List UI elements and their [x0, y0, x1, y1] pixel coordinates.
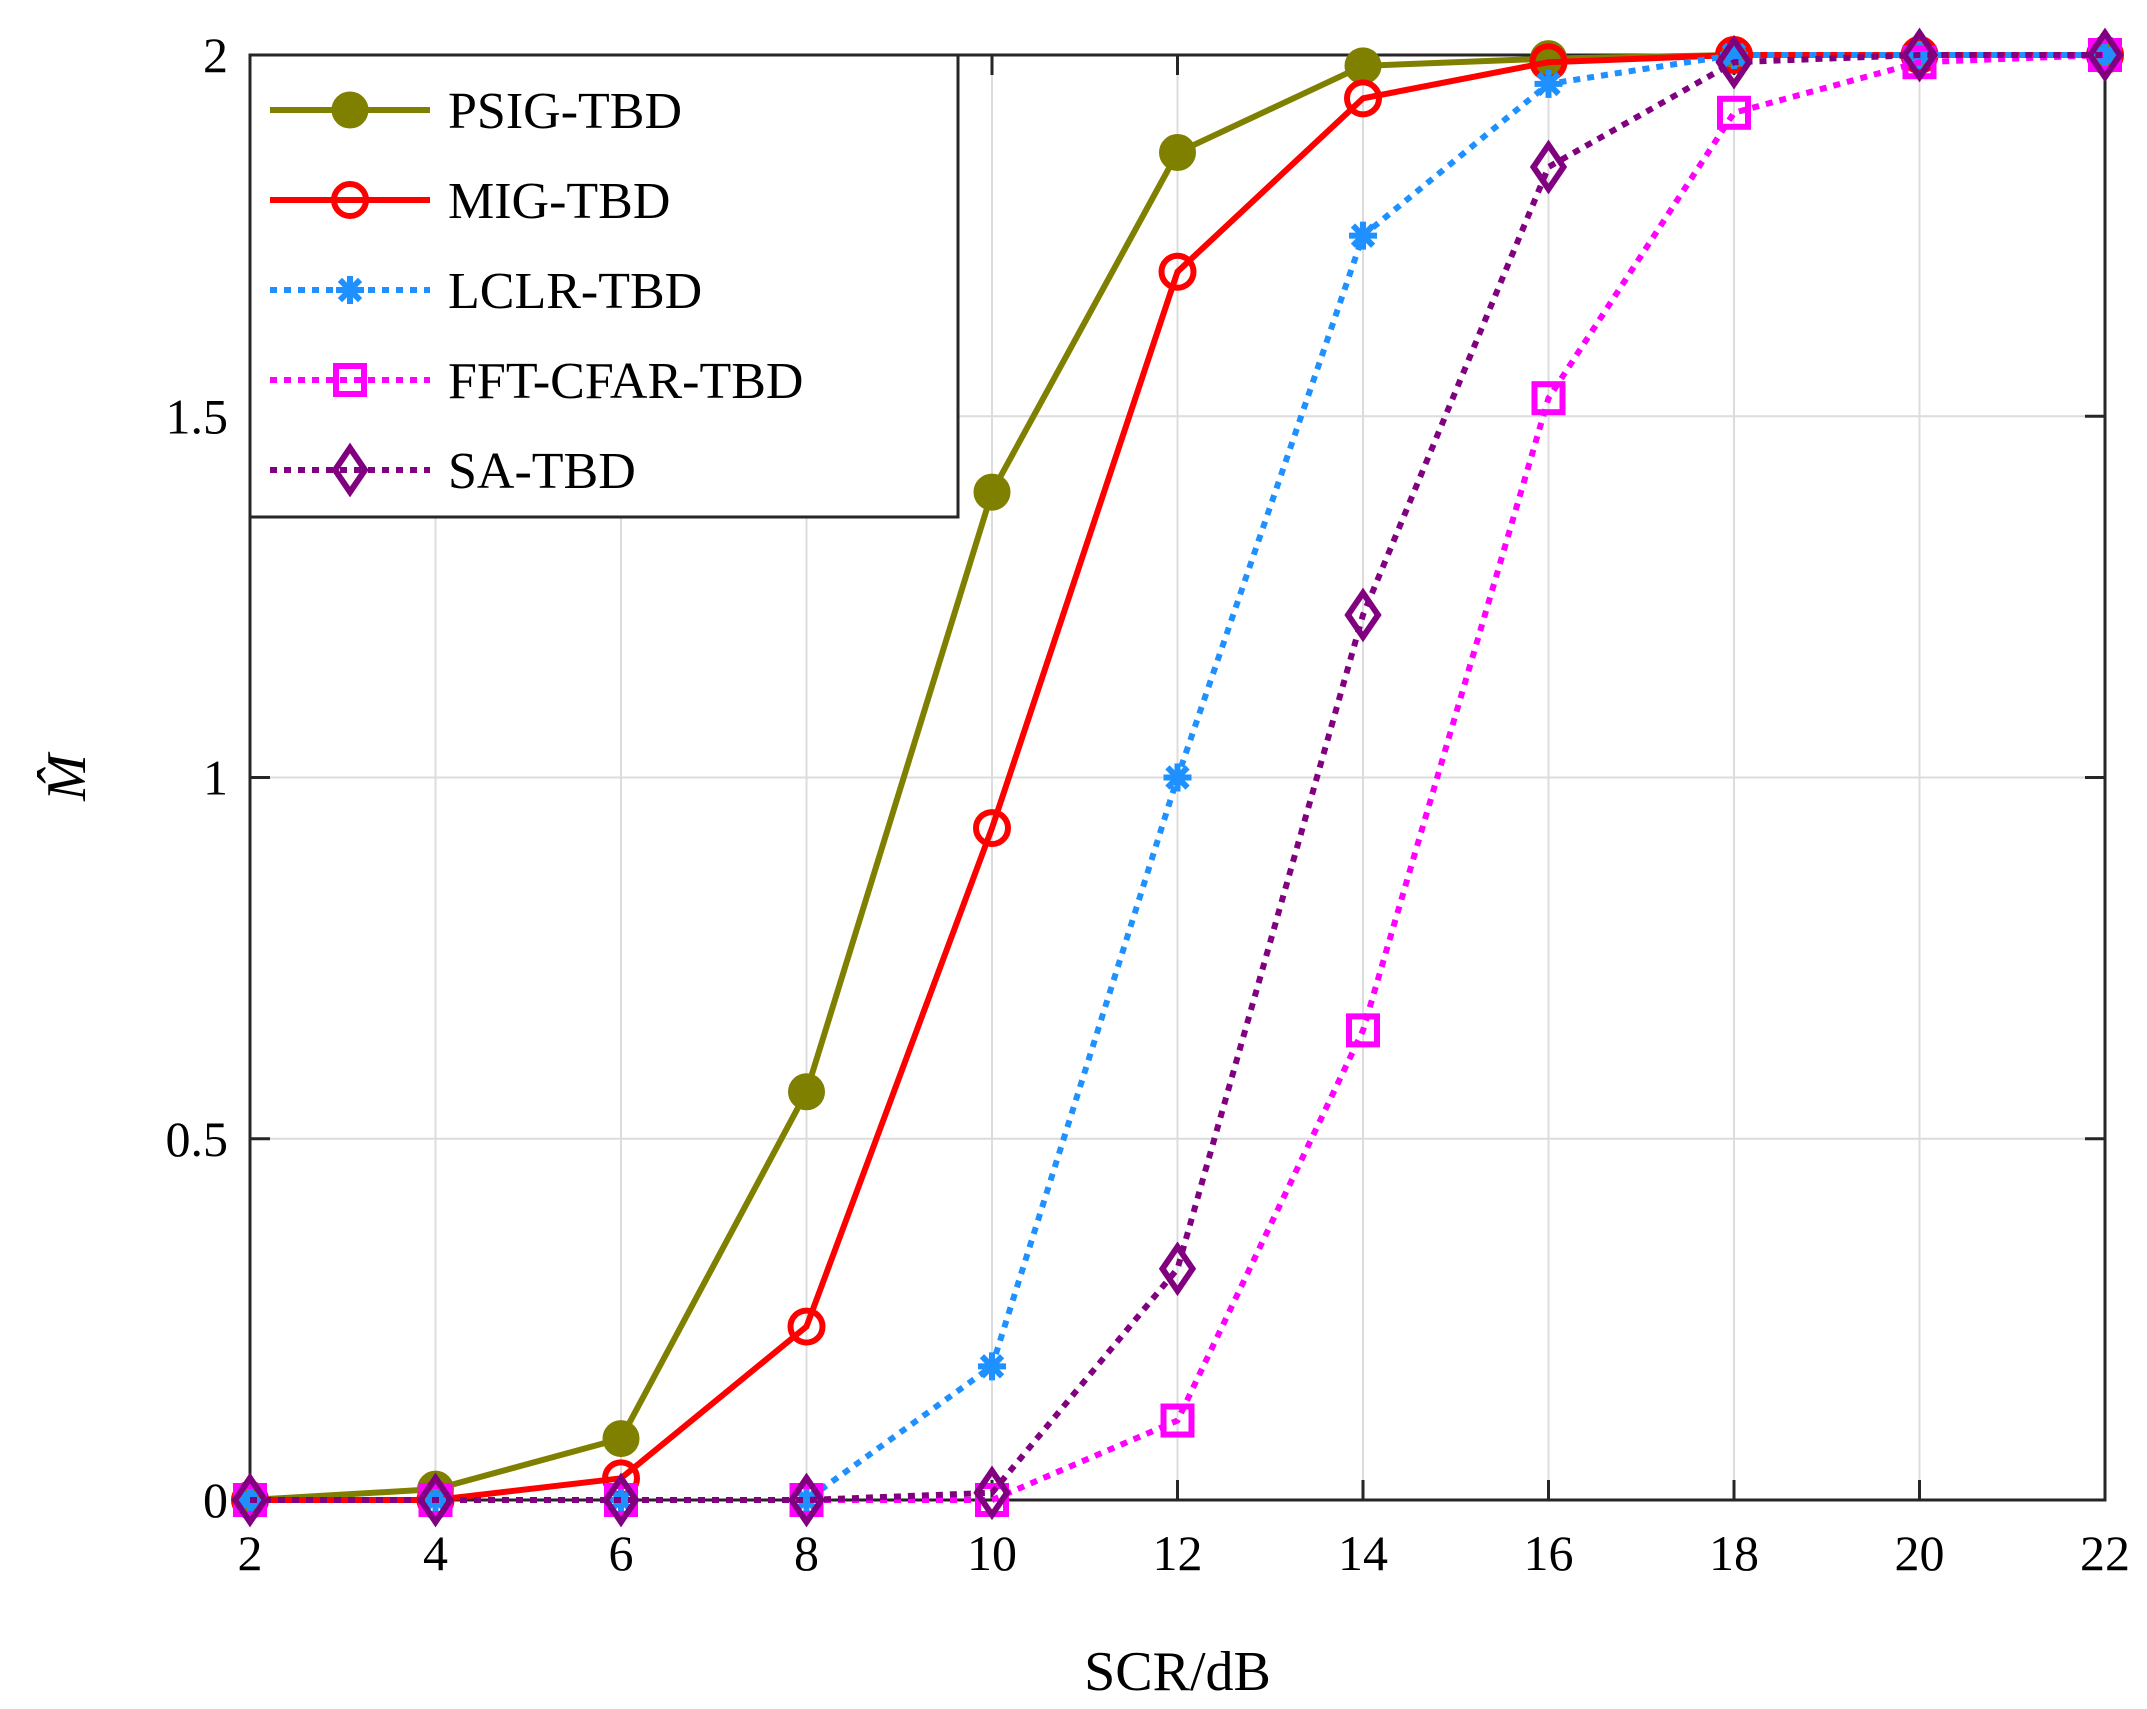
x-axis-title: SCR/dB	[1084, 1641, 1271, 1703]
axes: 2 4 6 8 10 12 14 16 18 20 22 0 0.5 1 1.5 2	[166, 27, 2131, 1581]
x-tick-label: 16	[1524, 1525, 1574, 1581]
x-tick-label: 8	[794, 1525, 819, 1581]
data-point-fft-cfar-tbd	[1531, 381, 1566, 416]
series-line-sa-tbd	[250, 52, 2105, 1503]
data-point-lclr-tbd	[1349, 221, 1377, 250]
legend-entry-sa-tbd: SA-TBD	[270, 442, 636, 500]
data-point-fft-cfar-tbd	[1160, 1403, 1195, 1438]
legend: PSIG-TBD MIG-TBD LCLR-TBD FFT-CFAR-TBD SA-TB…	[248, 53, 960, 519]
x-tick-label: 6	[609, 1525, 634, 1581]
legend-entry-lclr-tbd: LCLR-TBD	[270, 263, 702, 320]
x-tick-label: 10	[967, 1525, 1017, 1581]
x-tick-label: 22	[2080, 1525, 2130, 1581]
data-point-lclr-tbd	[1163, 763, 1192, 792]
y-tick-label: 1	[203, 750, 228, 806]
data-point-sa-tbd	[1715, 34, 1753, 90]
data-point-psig-tbd	[973, 473, 1011, 511]
legend-label: SA-TBD	[448, 443, 636, 500]
data-point-lclr-tbd	[978, 1352, 1006, 1381]
series-sa-tbd	[231, 27, 2124, 1528]
series-group	[231, 27, 2124, 1528]
legend-marker	[331, 442, 369, 498]
y-tick-label: 2	[203, 27, 228, 83]
data-point-psig-tbd	[1344, 47, 1382, 85]
legend-entry-mig-tbd: MIG-TBD	[270, 173, 670, 230]
data-point-mig-tbd	[973, 809, 1011, 848]
data-point-sa-tbd	[2086, 27, 2124, 83]
data-point-sa-tbd	[602, 1472, 640, 1528]
legend-entry-psig-tbd: PSIG-TBD	[270, 83, 682, 140]
data-point-psig-tbd	[1159, 134, 1196, 172]
legend-label: FFT-CFAR-TBD	[448, 353, 803, 410]
data-point-sa-tbd	[1900, 27, 1939, 83]
y-tick-label: 0	[203, 1472, 228, 1528]
x-tick-label: 4	[423, 1525, 448, 1581]
x-tick-label: 20	[1895, 1525, 1945, 1581]
legend-label: LCLR-TBD	[448, 263, 702, 320]
data-point-sa-tbd	[1344, 587, 1382, 643]
data-point-sa-tbd	[416, 1472, 455, 1528]
data-point-sa-tbd	[231, 1472, 269, 1528]
legend-marker	[331, 181, 369, 219]
y-tick-label: 1.5	[166, 388, 229, 444]
legend-marker	[333, 363, 367, 397]
legend-label: MIG-TBD	[448, 173, 670, 230]
data-point-fft-cfar-tbd	[1717, 95, 1751, 130]
x-tick-label: 12	[1153, 1525, 1203, 1581]
data-point-mig-tbd	[787, 1307, 826, 1346]
data-point-sa-tbd	[787, 1472, 826, 1528]
data-point-psig-tbd	[602, 1420, 640, 1458]
data-point-sa-tbd	[1529, 139, 1568, 195]
x-tick-label: 18	[1709, 1525, 1759, 1581]
y-tick-label: 0.5	[166, 1111, 229, 1167]
legend-box	[248, 53, 960, 519]
data-point-psig-tbd	[788, 1073, 825, 1111]
data-point-sa-tbd	[1158, 1241, 1197, 1297]
data-point-mig-tbd	[1158, 252, 1197, 291]
data-point-mig-tbd	[1344, 79, 1382, 118]
y-axis-title: M̂	[36, 751, 98, 802]
data-point-fft-cfar-tbd	[1346, 1013, 1380, 1048]
legend-marker	[336, 276, 364, 304]
data-point-sa-tbd	[973, 1465, 1011, 1521]
legend-marker	[331, 91, 369, 129]
legend-label: PSIG-TBD	[448, 83, 682, 140]
legend-entry-fft-cfar-tbd: FFT-CFAR-TBD	[270, 353, 803, 410]
data-point-lclr-tbd	[1534, 69, 1563, 98]
x-tick-label: 14	[1338, 1525, 1388, 1581]
x-tick-label: 2	[238, 1525, 263, 1581]
